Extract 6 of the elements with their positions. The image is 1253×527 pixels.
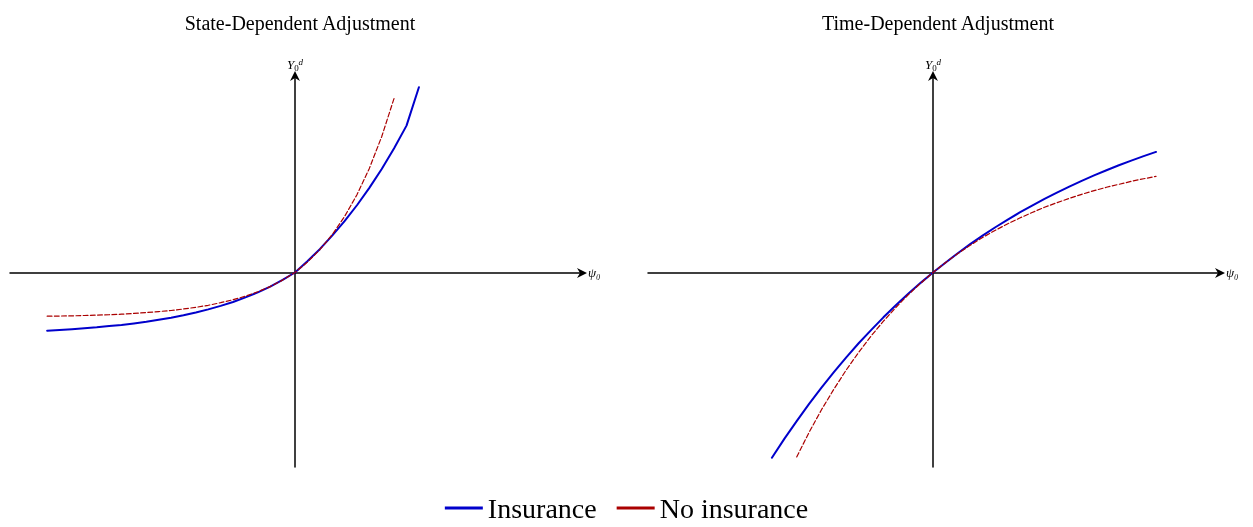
x-axis-title: ψ₀	[588, 265, 601, 280]
legend-label: Insurance	[487, 492, 597, 524]
x-axis-title: ψ₀	[1226, 265, 1239, 280]
chart-title: Time-Dependent Adjustment	[821, 12, 1055, 35]
legend-label: No insurance	[659, 492, 809, 524]
chart-title: State-Dependent Adjustment	[184, 12, 416, 35]
